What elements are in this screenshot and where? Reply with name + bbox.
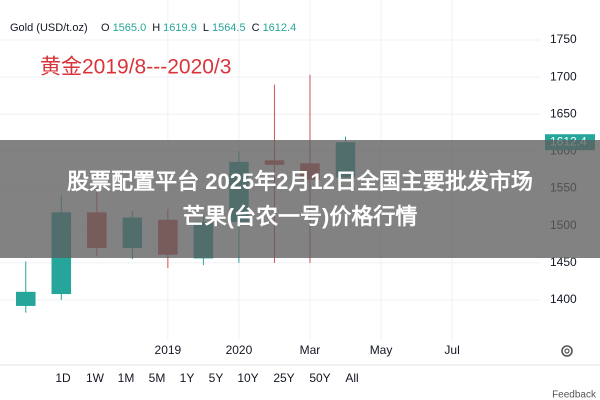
banner-text: 芒果(台农一号)价格行情	[183, 204, 418, 229]
y-tick-label: 1650	[550, 106, 577, 120]
y-tick-label: 1400	[550, 292, 577, 306]
timeframe-button[interactable]: All	[345, 371, 358, 385]
timeframe-button[interactable]: 1D	[55, 371, 71, 385]
x-tick-label: Mar	[300, 343, 321, 357]
settings-icon[interactable]	[561, 345, 573, 357]
ohlc-key: H	[152, 22, 160, 34]
y-tick-label: 1700	[550, 69, 577, 83]
x-tick-label: Jul	[444, 343, 459, 357]
candle-body	[15, 291, 36, 306]
ohlc-header: O 1565.0 H 1619.9 L 1564.5 C 1612.4	[101, 22, 296, 34]
banner	[0, 140, 600, 258]
ohlc-value: 1565.0	[113, 22, 147, 34]
timeframe-button[interactable]: 1Y	[180, 371, 195, 385]
y-tick-label: 1450	[550, 255, 577, 269]
timeframe-button[interactable]: 50Y	[309, 371, 330, 385]
x-tick-label: 2020	[226, 343, 253, 357]
timeframe-button[interactable]: 25Y	[273, 371, 294, 385]
annotation: 黄金2019/8---2020/3	[40, 56, 231, 79]
x-tick-label: May	[370, 343, 393, 357]
ohlc-value: 1612.4	[263, 22, 297, 34]
timeframe-button[interactable]: 5M	[149, 371, 166, 385]
timeframe-button[interactable]: 1M	[118, 371, 135, 385]
ohlc-key: O	[101, 22, 110, 34]
x-tick-label: 2019	[155, 343, 182, 357]
ohlc-key: C	[252, 22, 260, 34]
ohlc-key: L	[203, 22, 209, 34]
feedback-link[interactable]: Feedback	[552, 390, 597, 400]
timeframe-button[interactable]: 10Y	[237, 371, 258, 385]
timeframe-button[interactable]: 1W	[86, 371, 105, 385]
ohlc-value: 1619.9	[163, 22, 197, 34]
y-tick-label: 1750	[550, 32, 577, 46]
timeframe-button[interactable]: 5Y	[209, 371, 224, 385]
banner-text: 股票配置平台 2025年2月12日全国主要批发市场	[67, 169, 533, 194]
ohlc-value: 1564.5	[212, 22, 246, 34]
instrument: Gold (USD/t.oz)	[10, 22, 88, 34]
